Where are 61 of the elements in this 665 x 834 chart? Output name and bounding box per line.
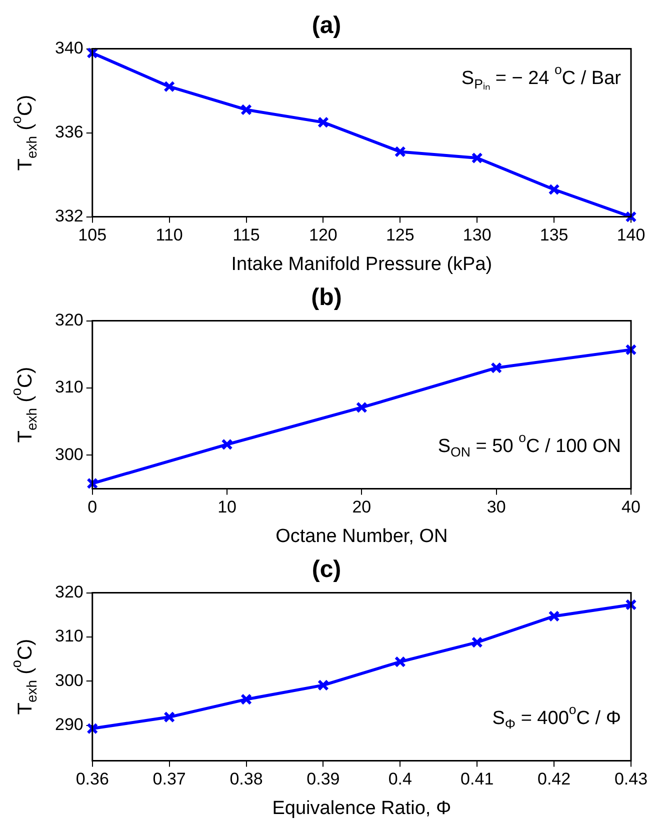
x-tick-label: 10 <box>218 498 236 517</box>
x-tick-label: 110 <box>156 226 183 245</box>
chart-title: (a) <box>312 12 342 40</box>
y-tick-label: 300 <box>54 444 84 464</box>
x-tick-label: 0.39 <box>306 770 340 789</box>
x-tick-label: 140 <box>616 226 646 245</box>
y-axis-title: Texh (oC) <box>8 366 40 443</box>
point <box>394 656 406 668</box>
y-tick-label: 320 <box>54 310 84 330</box>
point <box>86 478 98 490</box>
x-tick-label: 20 <box>352 498 372 517</box>
point <box>471 636 483 648</box>
point <box>240 104 252 116</box>
point <box>625 211 637 223</box>
y-tick-label: 310 <box>54 626 84 646</box>
x-tick-label: 0.41 <box>460 770 494 789</box>
x-tick-label: 105 <box>78 226 107 245</box>
point <box>86 722 98 734</box>
y-tick-label: 336 <box>54 122 84 142</box>
y-tick-label: 320 <box>54 582 84 602</box>
y-tick-label: 310 <box>54 378 84 397</box>
y-tick-label: 290 <box>54 715 84 734</box>
x-tick-label: 135 <box>540 226 568 245</box>
point <box>548 610 560 622</box>
x-axis-title: Intake Manifold Pressure (kPa) <box>231 254 492 275</box>
y-axis-title: Texh (oC) <box>8 638 40 715</box>
point <box>394 146 406 158</box>
point <box>221 438 233 450</box>
y-tick-label: 300 <box>54 670 84 690</box>
x-tick-label: 125 <box>386 226 414 245</box>
point <box>625 344 637 356</box>
x-tick-label: 115 <box>232 226 260 245</box>
x-tick-label: 0.38 <box>230 770 263 789</box>
point <box>317 679 329 691</box>
x-tick-label: 130 <box>462 226 492 245</box>
point <box>548 184 560 196</box>
x-tick-label: 0.4 <box>388 770 412 789</box>
y-tick-label: 340 <box>54 38 84 58</box>
point <box>86 47 98 59</box>
point <box>471 152 483 164</box>
point <box>356 402 368 414</box>
x-axis-title: Octane Number, ON <box>276 526 448 547</box>
x-tick-label: 0.43 <box>614 770 648 789</box>
chart-title: (b) <box>311 284 342 312</box>
point <box>625 598 637 610</box>
y-axis-title: Texh (oC) <box>8 94 40 171</box>
point <box>164 711 176 723</box>
x-tick-label: 40 <box>622 498 640 517</box>
y-tick-label: 332 <box>54 206 84 226</box>
x-tick-label: 0 <box>88 498 98 517</box>
point <box>240 694 252 706</box>
x-tick-label: 0.37 <box>152 770 186 789</box>
point <box>490 362 502 374</box>
x-tick-label: 120 <box>309 226 338 245</box>
x-tick-label: 0.36 <box>76 770 109 789</box>
chart-title: (c) <box>312 556 342 584</box>
x-axis-title: Equivalence Ratio, Φ <box>272 798 452 819</box>
point <box>164 80 176 92</box>
x-tick-label: 30 <box>486 498 506 517</box>
point <box>317 116 329 128</box>
x-tick-label: 0.42 <box>538 770 571 789</box>
